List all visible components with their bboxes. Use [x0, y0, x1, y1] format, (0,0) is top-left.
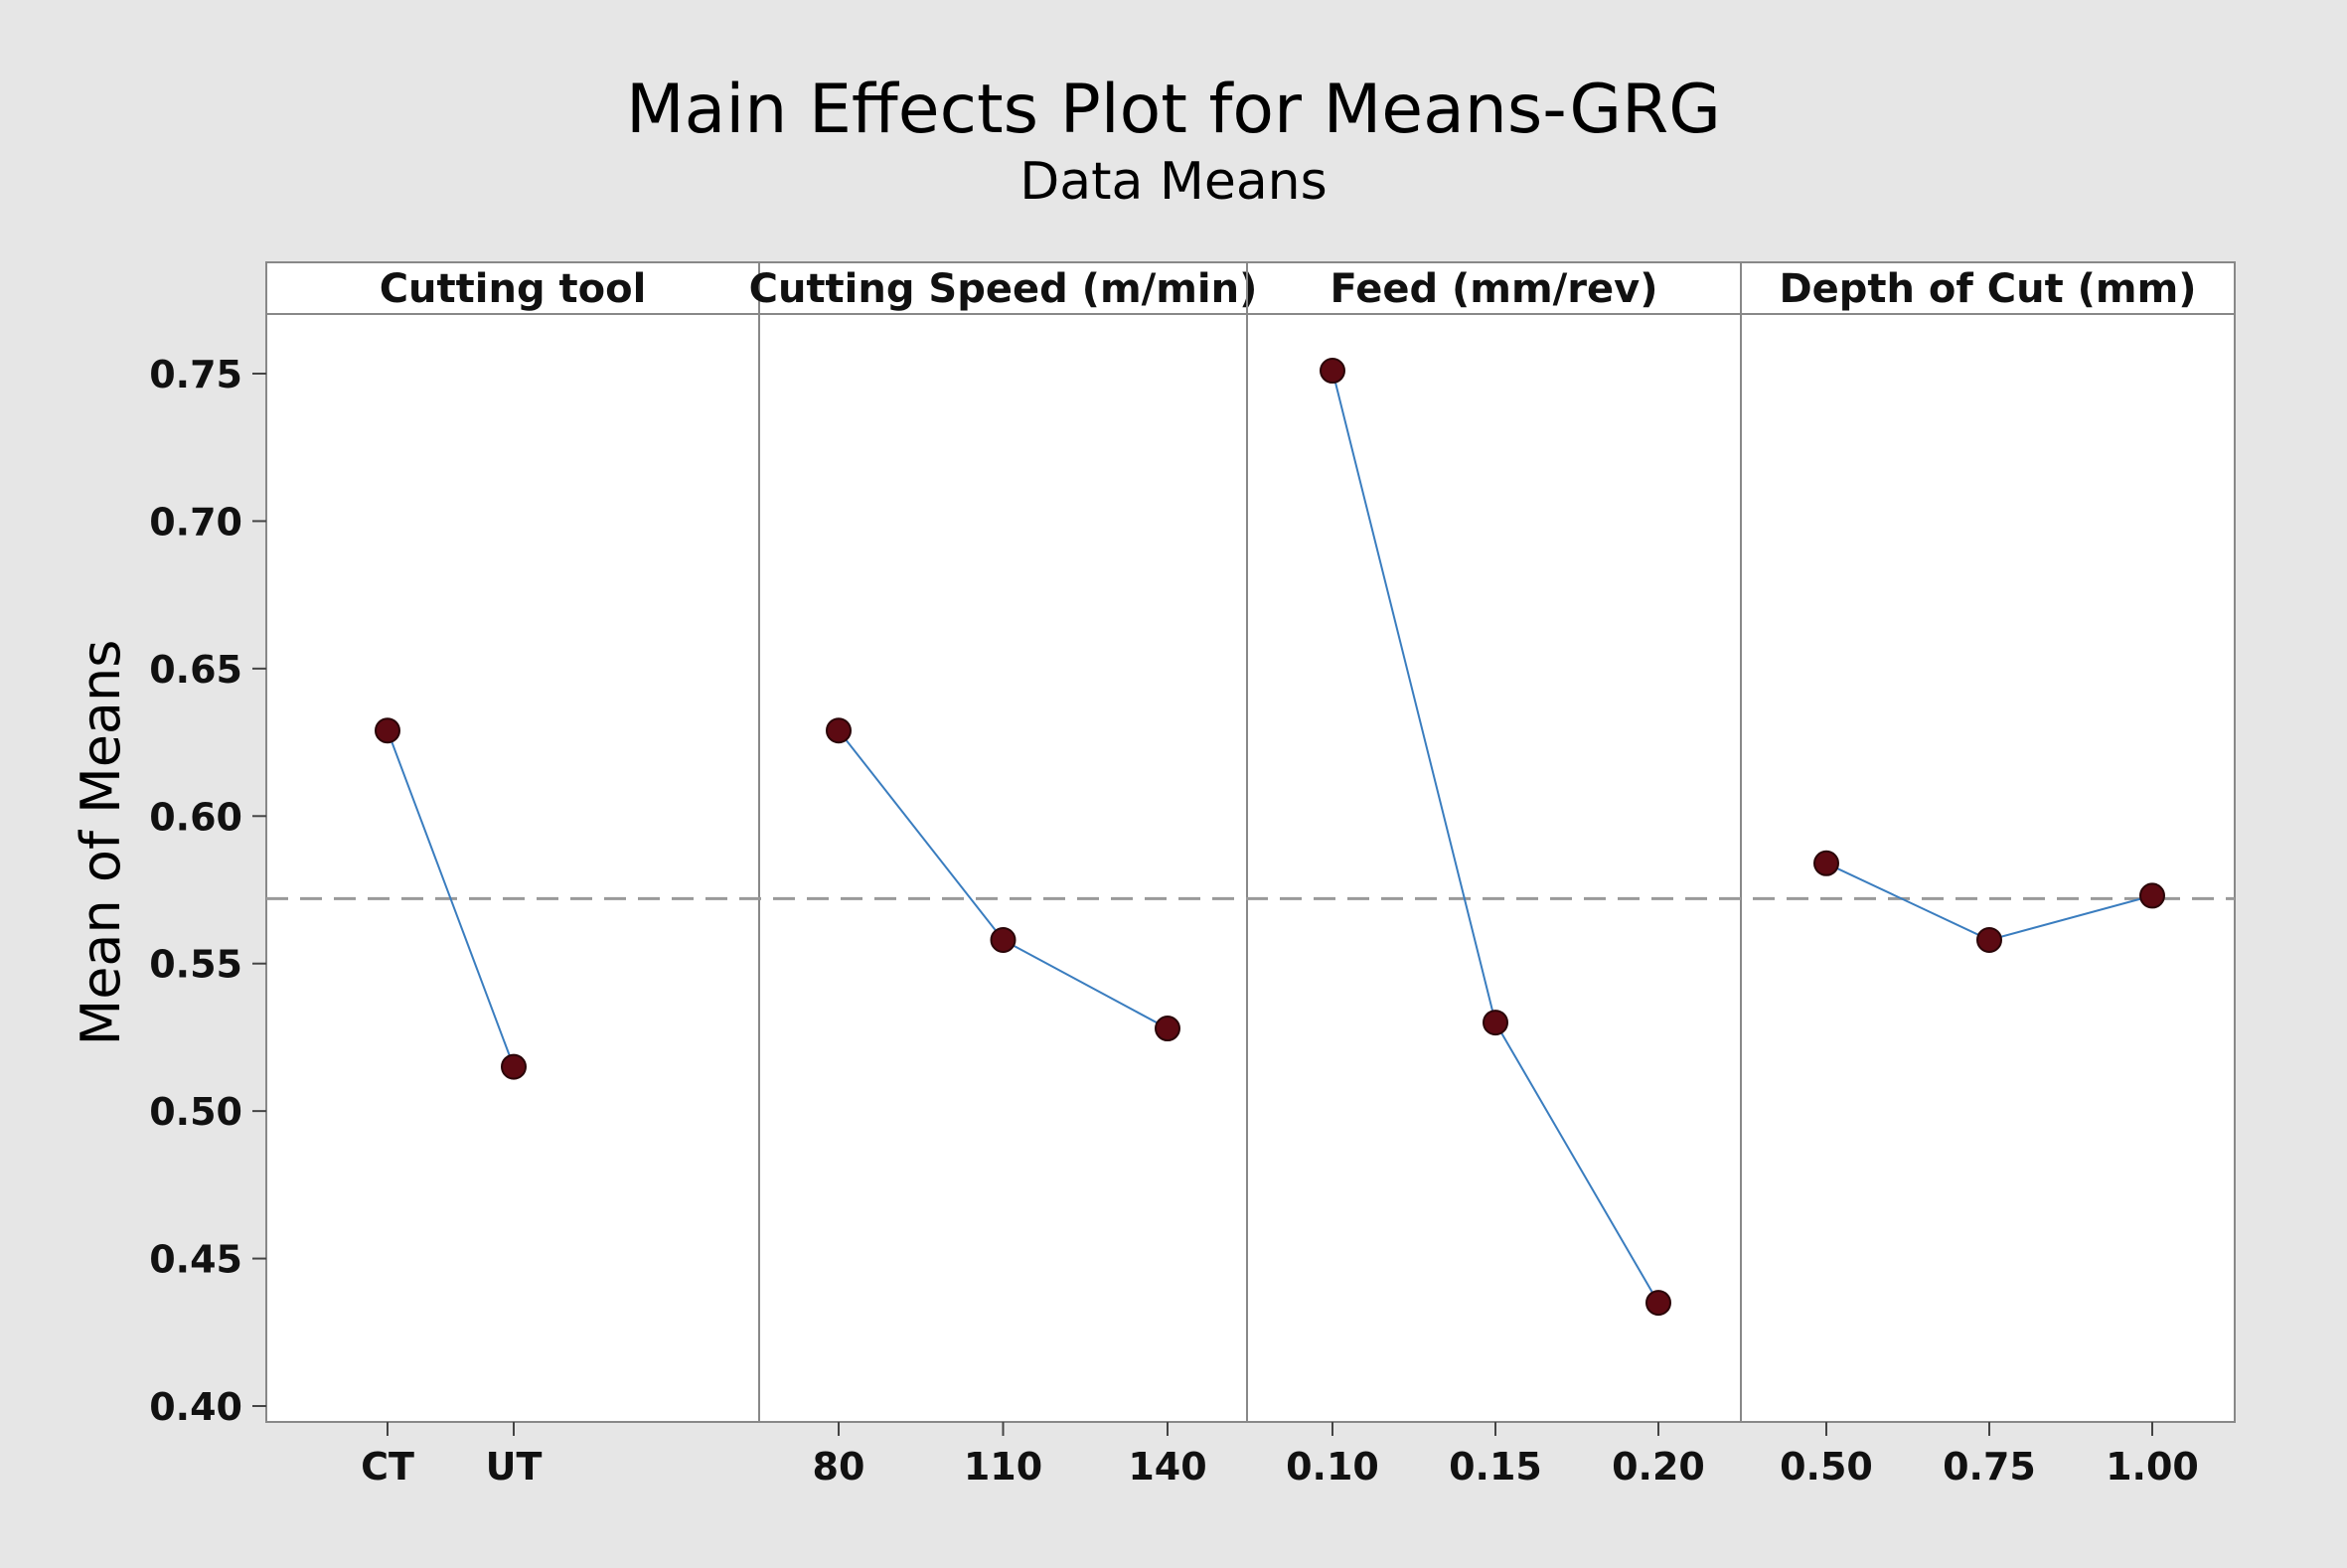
chart-title: Main Effects Plot for Means-GRG: [626, 71, 1721, 149]
panel-header-label: Cutting Speed (m/min): [749, 266, 1258, 312]
x-tick-label: 140: [1128, 1445, 1206, 1489]
y-tick-label: 0.50: [149, 1090, 242, 1134]
y-tick-label: 0.70: [149, 500, 242, 544]
y-tick-label: 0.55: [149, 943, 242, 987]
panel-header-label: Depth of Cut (mm): [1779, 266, 2196, 312]
y-tick-label: 0.75: [149, 353, 242, 396]
data-point: [990, 926, 1017, 953]
x-tick-label: 0.20: [1612, 1445, 1705, 1489]
data-point: [2139, 882, 2165, 909]
y-tick-label: 0.60: [149, 795, 242, 839]
x-tick-label: 0.10: [1286, 1445, 1379, 1489]
y-axis-label: Mean of Means: [70, 640, 132, 1046]
x-tick-label: 1.00: [2106, 1445, 2199, 1489]
y-tick-label: 0.65: [149, 648, 242, 692]
data-point: [375, 717, 400, 744]
data-point: [826, 717, 852, 744]
x-tick-label: CT: [361, 1445, 414, 1489]
panels-layer: Cutting tool CT UT Cutting Speed (m/min) 80 1…: [265, 261, 2236, 1489]
data-point: [1645, 1290, 1671, 1317]
x-tick-label: 0.75: [1943, 1445, 2036, 1489]
marks-layer: [266, 358, 2235, 1317]
chart-subtitle: Data Means: [1019, 152, 1327, 212]
series-line: [387, 729, 515, 1067]
panel-header-label: Cutting tool: [380, 266, 647, 312]
panel-header-label: Feed (mm/rev): [1330, 266, 1658, 312]
x-tick-label: 0.50: [1780, 1445, 1873, 1489]
x-tick-label: 80: [813, 1445, 865, 1489]
y-tick-label: 0.45: [149, 1238, 242, 1282]
data-point: [1813, 850, 1839, 876]
x-tick-label: 0.15: [1449, 1445, 1542, 1489]
data-point: [1976, 926, 2002, 953]
data-point: [1320, 358, 1345, 385]
data-point: [501, 1053, 527, 1080]
x-tick-label: UT: [486, 1445, 543, 1489]
x-tick-label: 110: [964, 1445, 1042, 1489]
data-point: [1155, 1016, 1180, 1042]
y-ticks-layer: 0.40 0.45 0.50 0.55 0.60 0.65 0.70 0.75: [149, 353, 266, 1429]
plot-area: [265, 313, 2236, 1423]
y-tick-label: 0.40: [149, 1385, 242, 1429]
panel-header-strip: [265, 261, 2236, 315]
data-point: [1483, 1010, 1508, 1036]
